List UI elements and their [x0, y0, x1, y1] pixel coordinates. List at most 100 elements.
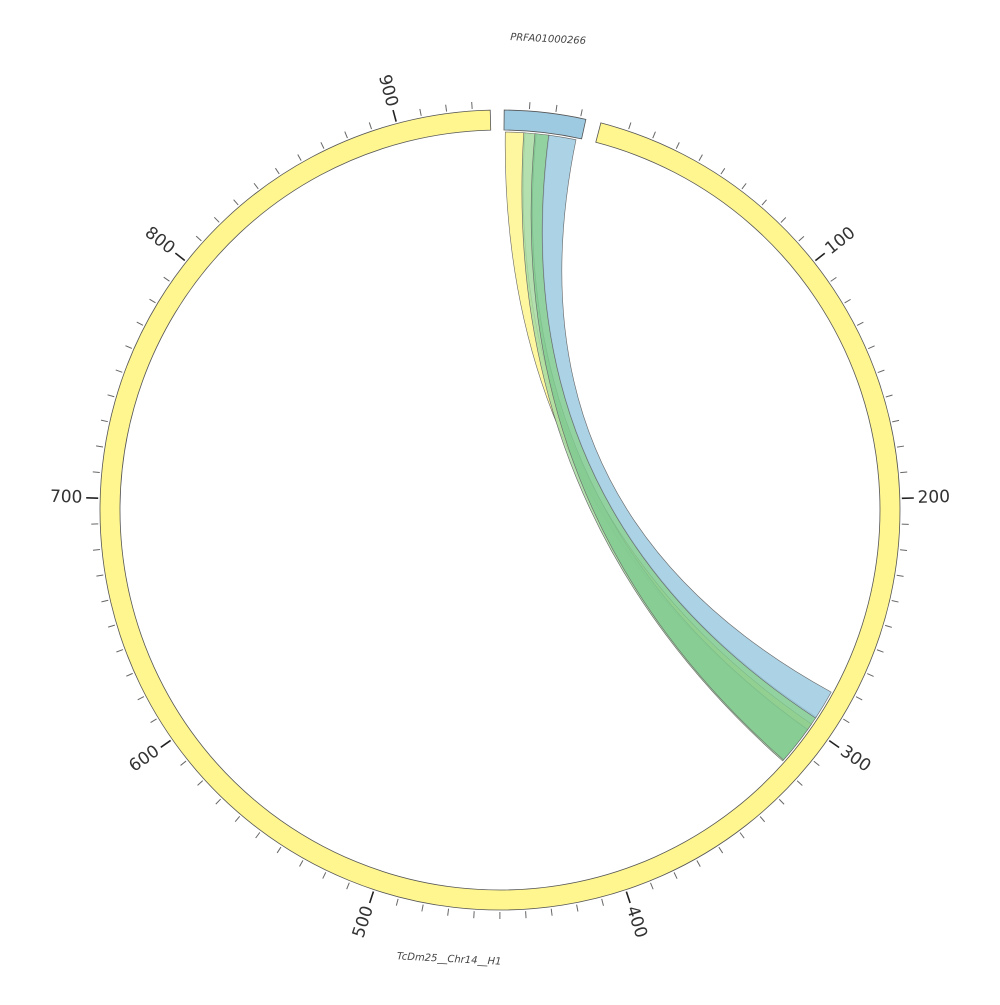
minor-tick	[323, 872, 326, 878]
minor-tick	[448, 909, 449, 916]
minor-tick	[116, 370, 123, 372]
minor-tick	[214, 217, 219, 222]
minor-tick	[93, 472, 100, 473]
minor-tick	[420, 109, 421, 116]
minor-tick	[762, 200, 767, 205]
major-tick	[829, 741, 839, 748]
minor-tick	[676, 142, 679, 148]
minor-tick	[96, 575, 103, 576]
minor-tick	[277, 847, 281, 853]
segment-label-tcdm25-chr14-h1: TcDm25__Chr14__H1	[397, 951, 502, 967]
minor-tick	[797, 781, 802, 786]
segment-arc-tcdm25-chr14-h1	[100, 110, 900, 910]
minor-tick	[602, 899, 604, 906]
minor-tick	[150, 299, 156, 303]
minor-tick	[234, 200, 239, 205]
minor-tick	[651, 883, 654, 889]
minor-tick	[900, 550, 907, 551]
minor-tick	[529, 102, 530, 109]
minor-tick	[345, 132, 348, 138]
major-tick	[370, 892, 374, 903]
minor-tick	[721, 168, 725, 174]
minor-tick	[674, 872, 677, 878]
minor-tick	[108, 395, 115, 397]
minor-tick	[885, 625, 892, 627]
tick-label-400: 400	[622, 903, 651, 940]
tick-label-500: 500	[349, 903, 378, 940]
minor-tick	[900, 472, 907, 473]
minor-tick	[116, 650, 123, 652]
tick-label-300: 300	[836, 741, 874, 776]
minor-tick	[369, 122, 371, 129]
minor-tick	[781, 217, 786, 222]
minor-tick	[300, 860, 303, 866]
minor-tick	[577, 905, 578, 912]
minor-tick	[151, 719, 157, 723]
minor-tick	[108, 625, 115, 627]
major-tick	[626, 892, 630, 903]
minor-tick	[138, 697, 144, 700]
segment-label-prfa01000266: PRFA01000266	[510, 32, 586, 47]
minor-tick	[857, 322, 863, 325]
minor-tick	[275, 168, 279, 174]
minor-tick	[843, 719, 849, 723]
minor-tick	[347, 883, 350, 889]
minor-tick	[96, 446, 103, 447]
minor-tick	[779, 799, 784, 804]
minor-tick	[446, 105, 447, 112]
minor-tick	[298, 155, 301, 161]
minor-tick	[551, 909, 552, 916]
minor-tick	[742, 183, 746, 189]
minor-tick	[93, 550, 100, 551]
minor-tick	[422, 905, 423, 912]
minor-tick	[101, 600, 108, 602]
minor-tick	[653, 132, 656, 138]
minor-tick	[126, 673, 132, 676]
minor-tick	[235, 816, 240, 821]
minor-tick	[892, 420, 899, 422]
minor-tick	[799, 236, 804, 241]
minor-tick	[321, 142, 324, 148]
minor-tick	[254, 183, 258, 189]
minor-tick	[164, 277, 170, 281]
minor-tick	[697, 861, 700, 867]
tick-label-900: 900	[374, 72, 402, 109]
minor-tick	[181, 761, 186, 765]
segments-layer	[100, 110, 900, 910]
major-tick	[161, 740, 171, 747]
minor-tick	[814, 761, 819, 765]
minor-tick	[867, 674, 873, 677]
minor-tick	[556, 105, 557, 112]
minor-tick	[740, 833, 744, 839]
minor-tick	[892, 600, 899, 602]
tick-label-100: 100	[822, 223, 860, 259]
minor-tick	[831, 277, 837, 281]
minor-tick	[868, 346, 874, 349]
major-tick	[815, 253, 824, 260]
minor-tick	[125, 346, 131, 349]
minor-tick	[886, 395, 893, 397]
minor-tick	[629, 123, 631, 130]
major-tick	[175, 253, 184, 260]
minor-tick	[856, 697, 862, 700]
major-tick	[393, 110, 396, 122]
tick-label-600: 600	[125, 741, 163, 776]
tick-label-200: 200	[917, 487, 950, 508]
minor-tick	[877, 650, 884, 652]
minor-tick	[897, 446, 904, 447]
minor-tick	[878, 370, 885, 372]
tick-label-800: 800	[141, 223, 179, 259]
minor-tick	[196, 236, 201, 241]
minor-tick	[699, 155, 702, 161]
minor-tick	[396, 899, 398, 906]
minor-tick	[256, 832, 260, 838]
minor-tick	[137, 322, 143, 325]
minor-tick	[198, 781, 203, 786]
minor-tick	[897, 575, 904, 576]
minor-tick	[101, 420, 108, 422]
minor-tick	[719, 847, 723, 853]
minor-tick	[216, 799, 221, 804]
